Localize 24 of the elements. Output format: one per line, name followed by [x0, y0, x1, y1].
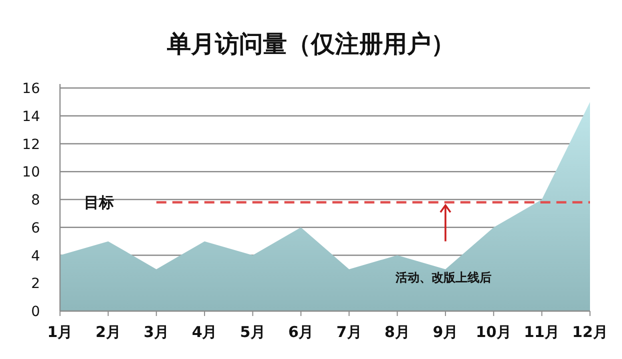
x-tick-label: 9月	[432, 323, 458, 341]
y-tick-label: 2	[31, 276, 40, 292]
chart-title: 单月访问量（仅注册用户）	[166, 30, 455, 58]
x-tick-label: 11月	[524, 323, 560, 341]
y-tick-label: 0	[31, 304, 40, 320]
x-tick-label: 12月	[572, 323, 608, 341]
x-tick-label: 2月	[95, 323, 121, 341]
x-tick-label: 3月	[144, 323, 170, 341]
y-tick-label: 10	[22, 164, 40, 181]
x-tick-label: 5月	[240, 323, 266, 341]
ref-line-label: 目标	[84, 193, 114, 212]
x-tick-label: 8月	[384, 323, 410, 341]
x-tick-label: 4月	[192, 323, 218, 341]
y-tick-label: 8	[31, 192, 40, 208]
x-tick-label: 7月	[336, 323, 362, 341]
y-tick-label: 12	[22, 136, 40, 153]
y-tick-label: 14	[22, 108, 40, 125]
x-tick-label: 1月	[47, 323, 73, 341]
y-tick-label: 16	[22, 81, 40, 97]
y-tick-label: 6	[31, 220, 40, 236]
x-tick-label: 6月	[288, 323, 314, 341]
y-tick-label: 4	[31, 248, 40, 264]
annotation: 活动、改版上线后	[394, 270, 492, 284]
x-tick-label: 10月	[476, 323, 512, 341]
